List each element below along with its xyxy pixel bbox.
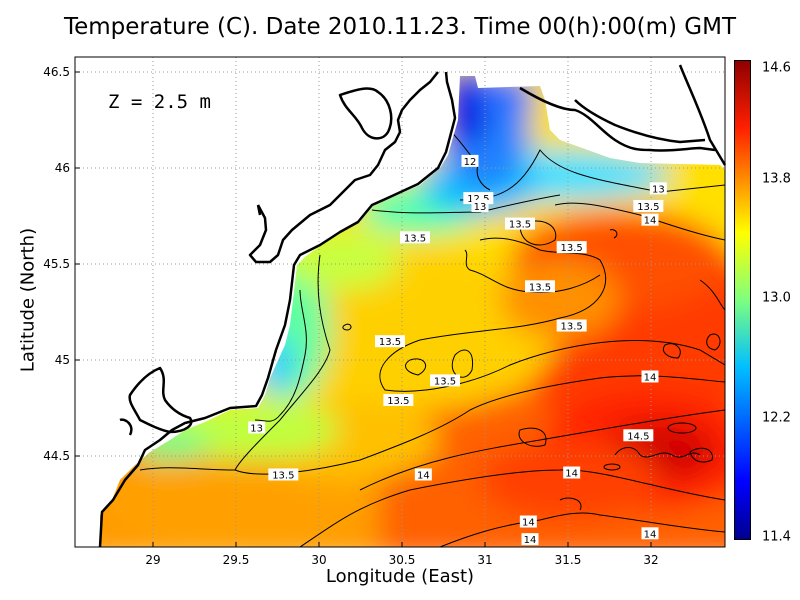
contour-label-bg bbox=[641, 527, 659, 540]
tick-labels: 29 29.5 30 30.5 31 31.5 32 44.5 45 45.5 … bbox=[43, 65, 658, 567]
contour-label: 14 bbox=[644, 529, 657, 540]
colorbar-tick-label: 12.2 bbox=[762, 410, 791, 426]
contour-label-bg bbox=[268, 468, 299, 481]
contour-label-bg bbox=[430, 374, 460, 387]
contour-label-bg bbox=[556, 241, 587, 254]
contour-label: 13.5 bbox=[529, 282, 551, 293]
contour-label: 13.5 bbox=[404, 233, 426, 244]
contour-label-bg bbox=[641, 370, 659, 383]
contour-label: 12.5 bbox=[467, 194, 489, 205]
x-tick-label: 31 bbox=[477, 553, 492, 567]
contour-label-bg bbox=[525, 280, 555, 293]
contour-label: 13.5 bbox=[637, 202, 659, 213]
x-axis-label: Longitude (East) bbox=[325, 566, 475, 587]
contour-label: 14.5 bbox=[627, 431, 649, 442]
y-tick-label: 46.5 bbox=[43, 65, 70, 79]
x-tick-label: 30 bbox=[311, 553, 326, 567]
contour-label-bg bbox=[248, 421, 266, 434]
colorbar bbox=[734, 60, 751, 540]
contour-label: 13.5 bbox=[387, 396, 409, 407]
contour-label: 14 bbox=[644, 216, 657, 227]
y-axis-label: Latitude (North) bbox=[17, 227, 39, 373]
contour-label: 13.5 bbox=[272, 470, 294, 481]
contour-label: 12 bbox=[464, 157, 477, 168]
chart-title: Temperature (C). Date 2010.11.23. Time 0… bbox=[63, 14, 736, 40]
x-tick-label: 29 bbox=[145, 553, 160, 567]
depth-label: Z = 2.5 m bbox=[108, 91, 211, 113]
colorbar-tick-label: 13.8 bbox=[762, 171, 791, 187]
x-tick-label: 31.5 bbox=[555, 553, 582, 567]
contour-label-bg bbox=[400, 231, 430, 244]
contour-label-bg bbox=[521, 533, 539, 546]
contour-label-bg bbox=[414, 468, 432, 481]
contour-label: 13 bbox=[250, 423, 263, 434]
contour-label-bg bbox=[505, 217, 535, 230]
colorbar-tick-label: 13.0 bbox=[762, 290, 791, 306]
grid bbox=[75, 57, 725, 547]
y-tick-label: 44.5 bbox=[43, 449, 70, 463]
x-tick-label: 32 bbox=[643, 553, 658, 567]
contour-labels: 1212.5131313.513.513.513.51413.513.513.5… bbox=[248, 154, 667, 546]
contour-label: 14 bbox=[644, 372, 657, 383]
contour-label-bg bbox=[383, 394, 414, 406]
contour-label: 14 bbox=[417, 470, 430, 481]
contour-label: 13 bbox=[652, 184, 665, 195]
contour-label: 13.5 bbox=[561, 243, 583, 254]
contour-label: 14 bbox=[522, 518, 535, 529]
x-tick-label: 30.5 bbox=[389, 553, 416, 567]
y-tick-label: 46 bbox=[55, 161, 70, 175]
contour-label-bg bbox=[556, 319, 587, 332]
contour-label: 14 bbox=[524, 535, 537, 546]
x-tick-label: 29.5 bbox=[223, 553, 250, 567]
contour-label-bg bbox=[623, 429, 654, 442]
colorbar-tick-label: 11.4 bbox=[762, 529, 791, 545]
contour-lines bbox=[139, 124, 725, 547]
contour-label-bg bbox=[519, 515, 537, 528]
contour-label-bg bbox=[641, 213, 659, 226]
coastline bbox=[98, 64, 727, 548]
contour-label-bg bbox=[633, 199, 664, 212]
axis-ticks bbox=[75, 71, 652, 547]
contour-label-bg bbox=[461, 154, 479, 167]
contour-label: 13.5 bbox=[434, 376, 456, 387]
temperature-field bbox=[100, 76, 725, 547]
y-tick-label: 45 bbox=[55, 353, 70, 367]
contour-label-bg bbox=[471, 199, 489, 212]
contour-label: 13.5 bbox=[561, 322, 583, 333]
contour-label-bg bbox=[649, 182, 667, 195]
contour-label-bg bbox=[375, 335, 405, 348]
contour-label: 13 bbox=[474, 202, 487, 213]
plot-frame bbox=[74, 56, 726, 548]
colorbar-tick-label: 14.6 bbox=[762, 60, 791, 76]
contour-label: 13.5 bbox=[379, 337, 401, 348]
contour-label: 14 bbox=[565, 469, 578, 480]
contour-label-bg bbox=[563, 466, 581, 479]
contour-label: 13.5 bbox=[509, 220, 531, 231]
y-tick-label: 45.5 bbox=[43, 257, 70, 271]
